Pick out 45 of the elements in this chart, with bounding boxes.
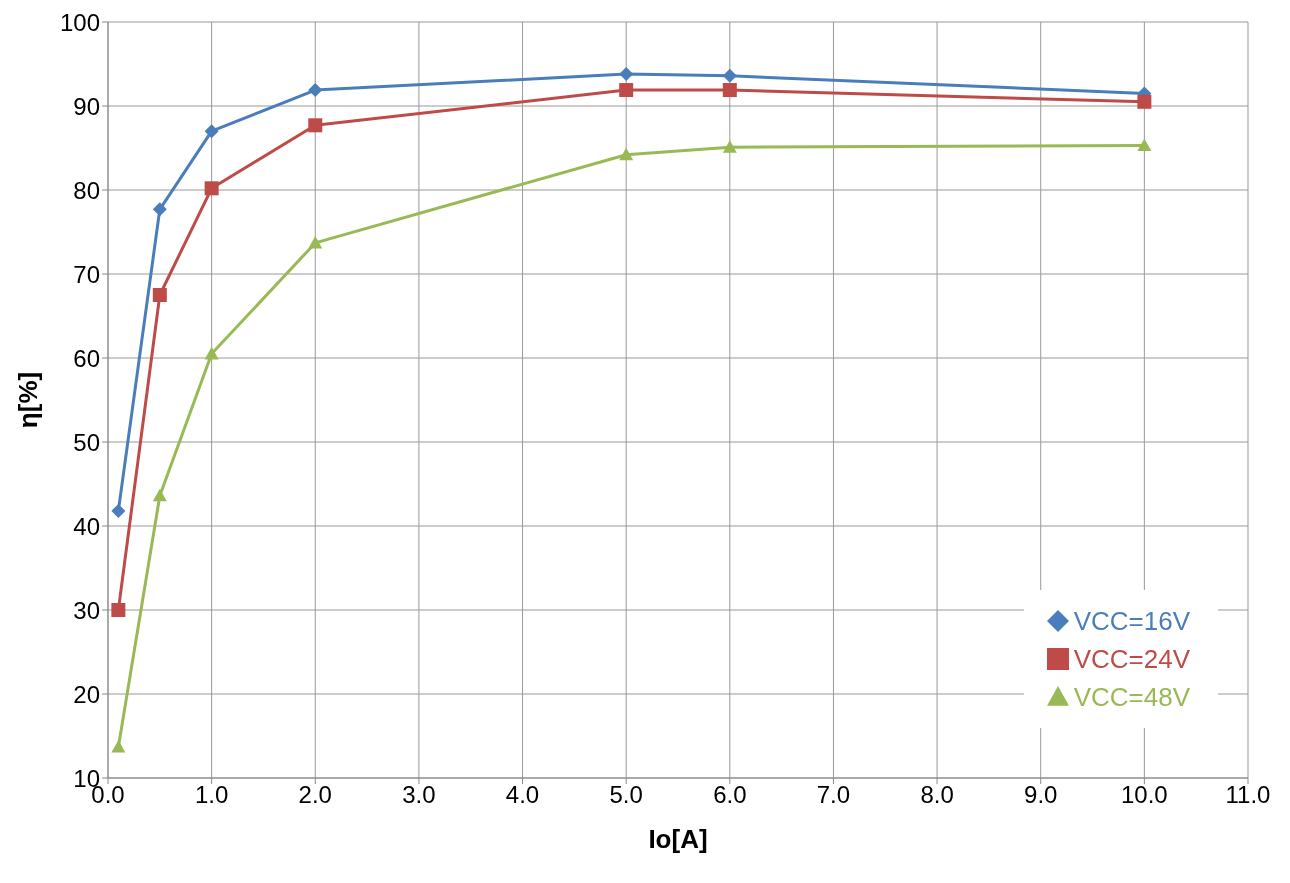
y-tick-label: 70 [73,260,100,288]
point [1137,138,1152,152]
point [722,140,737,153]
x-tick-label: 5.0 [609,781,643,809]
point [204,346,219,360]
point [204,181,219,196]
y-tick-label: 50 [73,428,100,456]
point [111,603,126,617]
x-tick-label: 9.0 [1024,781,1058,809]
point [111,503,126,518]
y-tick-label: 100 [59,8,100,36]
point [152,288,167,302]
x-axis-title: Io[A] [648,824,708,854]
point [152,202,167,217]
point [152,488,167,502]
point [619,147,634,161]
legend-label: VCC=24V [1073,643,1190,676]
y-tick-label: 80 [73,176,100,204]
point [722,68,737,83]
x-tick-label: 8.0 [920,781,954,809]
y-tick-label: 30 [73,596,100,624]
x-tick-label: 10.0 [1121,781,1168,809]
x-tick-label: 3.0 [402,781,436,809]
y-tick-label: 20 [73,680,100,708]
point [722,83,737,98]
point [308,118,323,133]
point [308,235,323,249]
y-tick-label: 60 [73,344,100,372]
point [111,739,126,753]
point [308,83,323,98]
x-tick-label: 4.0 [505,781,540,809]
point [1137,94,1152,109]
x-tick-label: 6.0 [713,781,747,809]
x-tick-label: 11.0 [1225,781,1271,809]
legend-label: VCC=16V [1073,605,1190,638]
point [619,83,634,98]
point [204,124,219,139]
x-tick-label: 1.0 [194,781,229,809]
x-tick-label: 2.0 [298,781,332,809]
y-axis-title: η[%] [13,371,44,429]
x-tick-label: 7.0 [816,781,851,809]
y-tick-label: 40 [73,512,100,540]
y-tick-label: 90 [73,92,100,120]
legend-label: VCC=48V [1073,681,1190,714]
point [619,67,634,82]
